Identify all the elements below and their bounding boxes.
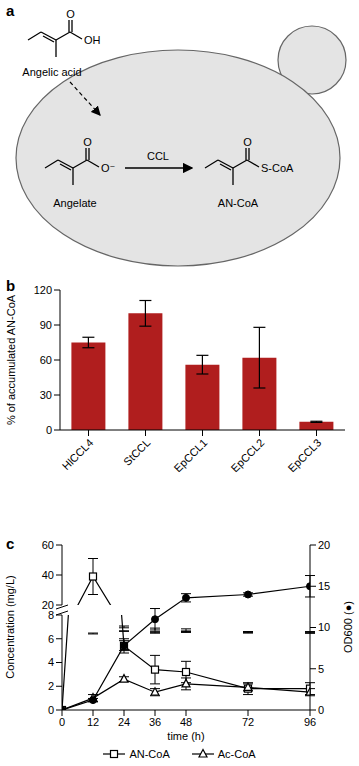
- svg-text:O⁻: O⁻: [101, 162, 116, 174]
- svg-text:CCL: CCL: [147, 150, 169, 162]
- svg-text:HlCCL4: HlCCL4: [60, 436, 96, 472]
- html-text:Ac-CoA: Ac-CoA: [217, 748, 256, 760]
- svg-text:20: 20: [318, 539, 330, 551]
- svg-text:OD600 (●): OD600 (●): [342, 601, 354, 653]
- svg-text:S-CoA: S-CoA: [261, 162, 294, 174]
- svg-text:O: O: [83, 136, 92, 148]
- svg-text:72: 72: [242, 716, 254, 728]
- svg-text:Concentration (mg/L): Concentration (mg/L): [4, 575, 16, 678]
- svg-text:EpCCL3: EpCCL3: [286, 436, 324, 474]
- svg-text:4: 4: [48, 656, 54, 668]
- svg-text:36: 36: [149, 716, 161, 728]
- svg-text:2: 2: [48, 680, 54, 692]
- svg-text:6: 6: [48, 633, 54, 645]
- svg-text:48: 48: [180, 716, 192, 728]
- svg-text:OH: OH: [84, 34, 101, 46]
- svg-text:12: 12: [87, 716, 99, 728]
- svg-text:Angelic acid: Angelic acid: [22, 66, 81, 78]
- svg-text:15: 15: [318, 580, 330, 592]
- svg-text:90: 90: [40, 319, 52, 331]
- svg-text:60: 60: [42, 539, 54, 551]
- svg-text:24: 24: [118, 716, 130, 728]
- svg-text:time (h): time (h): [167, 730, 204, 742]
- svg-text:O: O: [243, 136, 252, 148]
- svg-text:a: a: [6, 2, 15, 19]
- svg-text:0: 0: [59, 716, 65, 728]
- svg-text:120: 120: [34, 284, 52, 296]
- svg-text:AN-CoA: AN-CoA: [218, 197, 259, 209]
- svg-text:0: 0: [48, 704, 54, 716]
- svg-text:O: O: [66, 8, 75, 20]
- svg-text:20: 20: [42, 599, 54, 611]
- svg-text:0: 0: [46, 424, 52, 436]
- svg-text:Angelate: Angelate: [53, 197, 96, 209]
- svg-text:% of accumulated AN-CoA: % of accumulated AN-CoA: [5, 294, 17, 425]
- svg-text:8: 8: [47, 608, 54, 621]
- svg-text:10: 10: [318, 621, 330, 633]
- svg-text:StCCL: StCCL: [121, 436, 152, 467]
- svg-text:0: 0: [318, 704, 324, 716]
- html-text:AN-CoA: AN-CoA: [129, 748, 170, 760]
- html-text:b: b: [6, 277, 16, 294]
- svg-text:40: 40: [42, 569, 54, 581]
- svg-text:60: 60: [40, 354, 52, 366]
- svg-text:30: 30: [40, 389, 52, 401]
- html-text:c: c: [6, 535, 15, 552]
- svg-text:EpCCL1: EpCCL1: [172, 436, 210, 474]
- svg-text:5: 5: [318, 663, 324, 675]
- svg-text:EpCCL2: EpCCL2: [229, 436, 267, 474]
- svg-text:96: 96: [304, 716, 316, 728]
